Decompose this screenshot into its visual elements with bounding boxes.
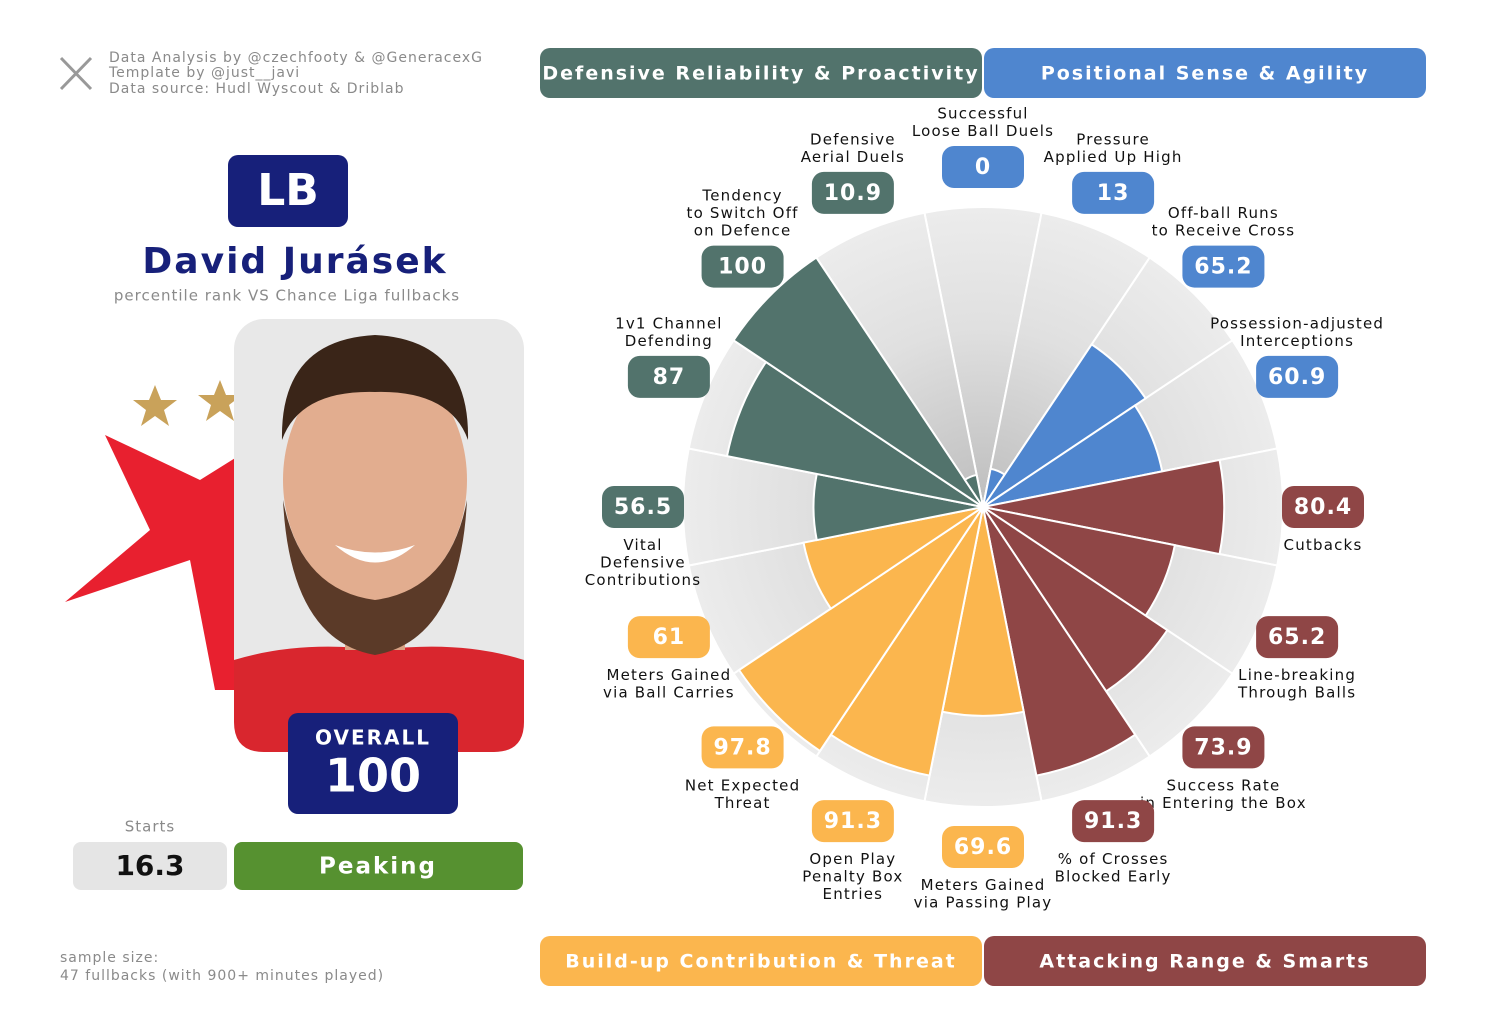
- metric-name: Line-breaking Through Balls: [1237, 666, 1356, 702]
- value-label: 61: [653, 625, 686, 650]
- value-label: 100: [718, 255, 767, 280]
- starts-box: [73, 842, 227, 890]
- value-pill: [942, 146, 1024, 188]
- starts-value: 16.3: [115, 849, 184, 882]
- credit: Data source: Hudl Wyscout & Driblab: [109, 81, 404, 97]
- slice-background: [982, 211, 1152, 508]
- value-pill: [811, 800, 894, 843]
- value-label: 91.3: [824, 809, 882, 834]
- slice: [737, 506, 984, 753]
- value-pill: [701, 245, 784, 288]
- group-title: Attacking Range & Smarts: [1039, 951, 1370, 973]
- slice-background: [814, 211, 984, 508]
- group-header: [984, 936, 1426, 986]
- value-pill: [627, 616, 710, 659]
- metric-name: Meters Gained via Passing Play: [914, 876, 1053, 912]
- value-label: 87: [653, 365, 686, 390]
- metric-name: Defensive Aerial Duels: [801, 130, 905, 166]
- value-pill: [811, 171, 894, 214]
- metric-name: Cutbacks: [1284, 536, 1363, 554]
- player-name: David Jurásek: [142, 241, 447, 282]
- metric-name: % of Crosses Blocked Early: [1055, 850, 1172, 886]
- metric-name: Vital Defensive Contributions: [585, 536, 702, 589]
- value-label: 60.9: [1268, 365, 1326, 390]
- metric-name: Tendency to Switch Off on Defence: [687, 186, 799, 239]
- position: LB: [257, 165, 319, 216]
- player-photo: [234, 335, 524, 752]
- overall-value: 100: [325, 749, 421, 803]
- status: Peaking: [319, 854, 437, 880]
- value-pill: [1256, 616, 1339, 659]
- value-label: 65.2: [1268, 625, 1326, 650]
- starts-label: Starts: [125, 818, 175, 836]
- slice-background: [923, 206, 1043, 508]
- value-label: 97.8: [713, 735, 771, 760]
- value-pill: [1072, 800, 1155, 843]
- group-header: [984, 48, 1426, 98]
- status-box: [234, 842, 523, 890]
- crest-gold-star: [133, 385, 177, 426]
- value-pill: [627, 355, 710, 398]
- metric-name: Possession-adjusted Interceptions: [1210, 314, 1384, 350]
- value-label: 91.3: [1084, 809, 1142, 834]
- value-pill: [942, 826, 1024, 868]
- value-pill: [1256, 355, 1339, 398]
- value-label: 56.5: [614, 495, 672, 520]
- sample-size: sample size:: [60, 950, 159, 966]
- metric-name: Off-ball Runs to Receive Cross: [1152, 204, 1296, 240]
- x-logo: [59, 56, 93, 91]
- slice: [802, 506, 984, 611]
- crest-gold-star: [198, 380, 242, 421]
- value-label: 13: [1097, 181, 1130, 206]
- metric-name: Success Rate in Entering the Box: [1140, 776, 1307, 812]
- metric-name: 1v1 Channel Defending: [615, 314, 723, 350]
- subtitle: percentile rank VS Chance Liga fullbacks: [114, 287, 460, 305]
- slice: [963, 473, 984, 508]
- metric-name: Successful Loose Ball Duels: [912, 104, 1054, 140]
- value-label: 65.2: [1194, 255, 1252, 280]
- position-badge: [228, 155, 348, 227]
- value-label: 80.4: [1294, 495, 1352, 520]
- group-header: [540, 48, 982, 98]
- value-pill: [602, 486, 684, 528]
- credit: Template by @just__javi: [108, 65, 300, 81]
- value-label: 10.9: [824, 181, 882, 206]
- overall-label: OVERALL: [315, 726, 431, 750]
- metric-name: Open Play Penalty Box Entries: [802, 850, 903, 903]
- value-pill: [1182, 726, 1265, 769]
- value-label: 0: [975, 155, 991, 180]
- group-title: Positional Sense & Agility: [1041, 63, 1369, 85]
- group-title: Build-up Contribution & Threat: [565, 951, 957, 973]
- credit: Data Analysis by @czechfooty & @Generace…: [109, 50, 483, 66]
- overall-badge: [288, 713, 458, 814]
- group-title: Defensive Reliability & Proactivity: [542, 63, 979, 85]
- metric-name: Net Expected Threat: [685, 776, 800, 812]
- group-header: [540, 936, 982, 986]
- value-pill: [1182, 245, 1265, 288]
- slice: [732, 256, 984, 508]
- value-pill: [1282, 486, 1364, 528]
- slice: [982, 506, 1137, 777]
- value-pill: [701, 726, 784, 769]
- value-pill: [1072, 171, 1155, 214]
- metric-name: Meters Gained via Ball Carries: [603, 666, 735, 702]
- metric-name: Pressure Applied Up High: [1044, 130, 1183, 166]
- slice: [982, 342, 1148, 508]
- value-label: 69.6: [954, 835, 1012, 860]
- value-label: 73.9: [1194, 735, 1252, 760]
- slice: [982, 458, 1226, 556]
- sample-size: 47 fullbacks (with 900+ minutes played): [60, 968, 384, 984]
- crest-star: [65, 435, 240, 690]
